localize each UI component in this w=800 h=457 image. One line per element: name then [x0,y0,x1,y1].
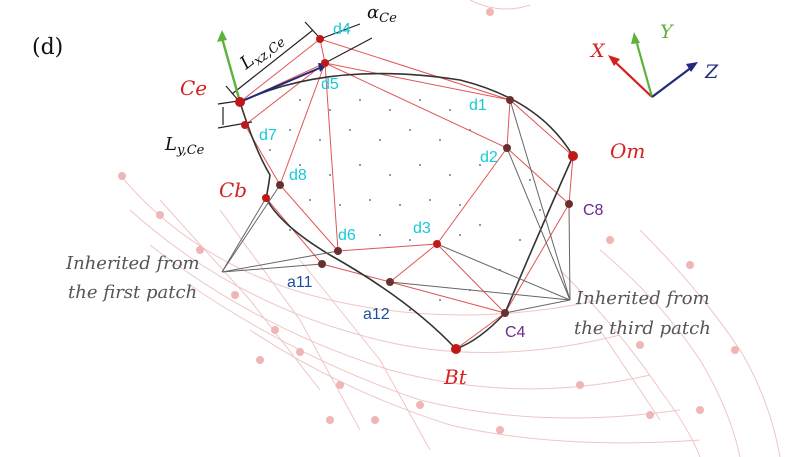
label-cb: Cb [219,178,247,202]
label-d4: d4 [333,21,351,38]
label-d8: d8 [289,167,307,184]
first-patch-line2: the first patch [68,282,197,303]
node-d7 [241,121,249,129]
node-bt [451,344,461,354]
third-patch-line1: Inherited from [575,288,710,309]
label-d7: d7 [259,127,277,144]
label-a12: a12 [363,306,390,323]
node-a12 [386,278,394,286]
inherited-connectors [221,99,571,314]
label-d5: d5 [321,76,339,93]
node-d4 [316,35,324,43]
panel-label: (d) [32,35,63,60]
node-d8 [276,181,284,189]
label-om: Om [610,139,645,163]
dim-alpha-label: αCe [367,2,397,26]
node-cb [262,194,270,202]
label-bt: Bt [443,365,468,389]
first-patch-line1: Inherited from [65,253,200,274]
label-ce: Ce [180,76,207,100]
node-ce [235,97,245,107]
node-c4 [501,309,509,317]
axis-z-label: Z [704,61,719,83]
axis-y-label: Y [660,21,675,43]
ce-tangent-arrow [239,66,323,103]
node-d6 [334,247,342,255]
background-mesh [119,0,781,457]
node-d3 [433,240,441,248]
label-d1: d1 [469,97,487,114]
label-a11: a11 [287,274,313,291]
node-d5 [321,59,329,67]
node-d2 [503,144,511,152]
ce-y-arrowhead [217,30,227,42]
node-d1 [506,96,514,104]
ce-y-arrow [220,37,242,103]
dim-ly-label: Ly,Ce [164,134,205,158]
label-c4: C4 [505,324,526,341]
node-a11 [318,260,326,268]
interior-dot-grid [269,99,541,311]
third-patch-line2: the third patch [574,318,711,339]
patch-boundary [239,72,574,350]
label-d3: d3 [413,220,431,237]
dimension-lines [217,21,373,129]
control-nodes [235,35,578,354]
node-c8 [565,200,573,208]
label-d2: d2 [480,149,498,166]
node-om [568,151,578,161]
label-c8: C8 [583,202,604,219]
axes-triad [608,32,698,98]
control-net-lines [239,38,574,350]
label-d6: d6 [338,227,356,244]
axis-x-label: X [589,40,606,62]
background-nodes [118,8,739,434]
